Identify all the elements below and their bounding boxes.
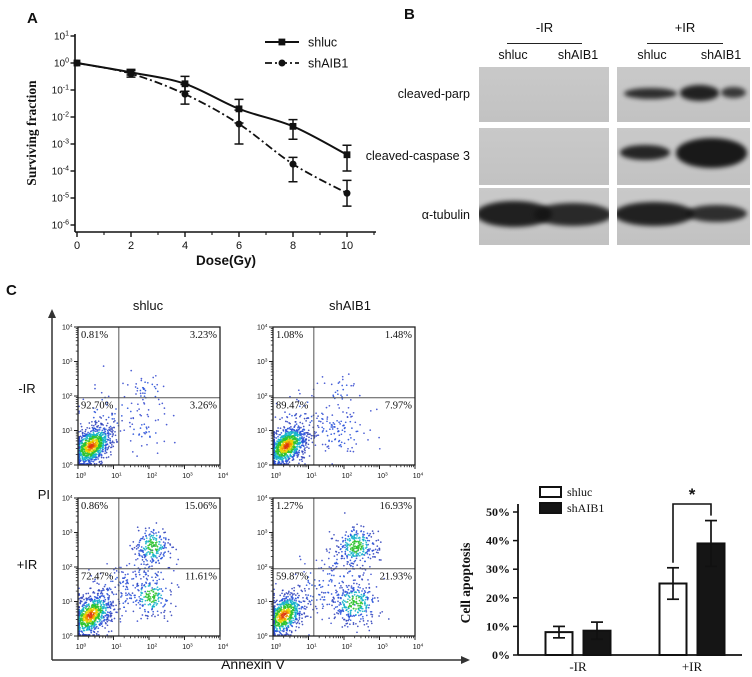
flow-col-header-shaib1: shAIB1 <box>329 298 371 313</box>
group-underline-plus-ir <box>647 43 723 44</box>
svg-text:10-4: 10-4 <box>52 166 69 178</box>
svg-text:101: 101 <box>111 642 122 651</box>
svg-text:10-5: 10-5 <box>52 193 69 205</box>
group-underline-minus-ir <box>507 43 582 44</box>
svg-text:104: 104 <box>218 471 229 480</box>
svg-text:Surviving fraction: Surviving fraction <box>24 80 39 186</box>
svg-text:102: 102 <box>257 392 268 401</box>
svg-text:100: 100 <box>257 461 268 470</box>
flow-y-axis-label-pi: PI <box>37 487 50 502</box>
group-header-minus-ir: -IR <box>535 20 554 35</box>
blot-cleaved-caspase3-minus-ir <box>479 128 609 185</box>
lane-label: shAIB1 <box>557 48 599 62</box>
svg-text:11.61%: 11.61% <box>185 572 217 583</box>
panel-a-label: A <box>27 10 38 27</box>
panel-b-label: B <box>404 6 415 23</box>
svg-text:101: 101 <box>62 597 73 606</box>
svg-text:10-3: 10-3 <box>52 139 69 151</box>
svg-text:92.70%: 92.70% <box>81 401 114 412</box>
svg-text:8: 8 <box>290 240 296 252</box>
svg-text:10-1: 10-1 <box>52 85 69 97</box>
flow-col-header-shluc: shluc <box>132 298 164 313</box>
svg-text:1.08%: 1.08% <box>276 330 303 341</box>
svg-text:10: 10 <box>341 240 353 252</box>
blot-cleaved-caspase3-plus-ir <box>617 128 750 185</box>
svg-text:89.47%: 89.47% <box>276 401 309 412</box>
svg-text:104: 104 <box>62 494 73 503</box>
svg-text:103: 103 <box>182 471 193 480</box>
blot-row-label-cleaved-caspase3: cleaved-caspase 3 <box>365 149 470 163</box>
svg-text:104: 104 <box>413 471 424 480</box>
svg-text:101: 101 <box>257 426 268 435</box>
survival-line-chart: 101 100 10-1 10-2 10-3 10-4 10-5 10-6 0 2 4 6 8 10 Dos… <box>24 31 376 268</box>
svg-text:102: 102 <box>342 471 353 480</box>
flow-axes-arrows <box>48 309 470 664</box>
svg-text:100: 100 <box>62 461 73 470</box>
svg-text:4: 4 <box>182 240 188 252</box>
svg-text:103: 103 <box>62 528 73 537</box>
lane-label: shluc <box>498 48 528 62</box>
svg-text:6: 6 <box>236 240 242 252</box>
svg-text:102: 102 <box>147 642 158 651</box>
svg-text:100: 100 <box>76 642 87 651</box>
svg-text:104: 104 <box>62 323 73 332</box>
svg-text:100: 100 <box>76 471 87 480</box>
svg-text:104: 104 <box>218 642 229 651</box>
svg-text:102: 102 <box>147 471 158 480</box>
svg-text:shluc: shluc <box>308 36 337 50</box>
svg-text:10-6: 10-6 <box>52 220 69 232</box>
svg-text:0.86%: 0.86% <box>81 501 108 512</box>
panel-c-label: C <box>6 282 17 299</box>
svg-text:100: 100 <box>54 58 69 70</box>
blot-row-label-cleaved-parp: cleaved-parp <box>397 87 470 101</box>
svg-text:102: 102 <box>62 563 73 572</box>
svg-text:101: 101 <box>111 471 122 480</box>
svg-text:shAIB1: shAIB1 <box>308 57 348 71</box>
svg-text:100: 100 <box>62 632 73 641</box>
blot-cleaved-parp-minus-ir <box>479 67 609 122</box>
svg-text:0.81%: 0.81% <box>81 330 108 341</box>
group-header-plus-ir: +IR <box>674 20 696 35</box>
blot-tubulin-minus-ir <box>479 188 609 245</box>
svg-text:100: 100 <box>271 471 282 480</box>
svg-text:103: 103 <box>62 357 73 366</box>
svg-text:104: 104 <box>257 323 268 332</box>
svg-text:101: 101 <box>54 31 69 43</box>
svg-text:10-2: 10-2 <box>52 112 69 124</box>
blot-row-label-tubulin: α-tubulin <box>421 208 470 222</box>
svg-text:103: 103 <box>377 471 388 480</box>
svg-text:3.23%: 3.23% <box>190 330 217 341</box>
lane-label: shAIB1 <box>700 48 742 62</box>
svg-text:0: 0 <box>74 240 80 252</box>
svg-text:7.97%: 7.97% <box>385 401 412 412</box>
svg-text:103: 103 <box>257 357 268 366</box>
blot-tubulin-plus-ir <box>617 188 750 245</box>
lane-label: shluc <box>637 48 667 62</box>
blot-cleaved-parp-plus-ir <box>617 67 750 122</box>
svg-text:1.48%: 1.48% <box>385 330 412 341</box>
svg-text:Dose(Gy): Dose(Gy) <box>196 253 256 268</box>
svg-text:3.26%: 3.26% <box>190 401 217 412</box>
svg-text:102: 102 <box>62 392 73 401</box>
flow-row-label-minus-ir: -IR <box>18 381 36 396</box>
svg-text:15.06%: 15.06% <box>185 501 218 512</box>
svg-text:103: 103 <box>182 642 193 651</box>
flow-row-label-plus-ir: +IR <box>16 557 38 572</box>
svg-text:2: 2 <box>128 240 134 252</box>
svg-text:101: 101 <box>306 471 317 480</box>
svg-text:72.47%: 72.47% <box>81 572 114 583</box>
svg-text:101: 101 <box>62 426 73 435</box>
